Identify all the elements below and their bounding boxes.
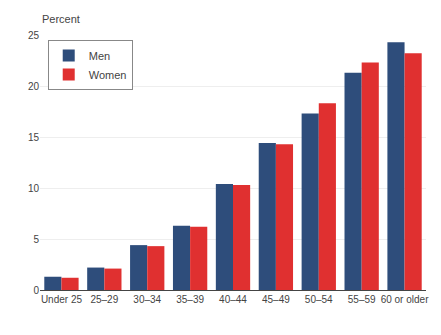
svg-text:20: 20	[28, 81, 40, 92]
svg-text:Under 25: Under 25	[41, 294, 83, 305]
svg-text:Percent: Percent	[42, 13, 80, 25]
svg-text:0: 0	[33, 285, 39, 296]
svg-text:35–39: 35–39	[176, 294, 204, 305]
svg-text:50–54: 50–54	[305, 294, 333, 305]
svg-text:25–29: 25–29	[90, 294, 118, 305]
svg-text:Men: Men	[89, 50, 110, 62]
svg-text:45–49: 45–49	[262, 294, 290, 305]
svg-text:40–44: 40–44	[219, 294, 247, 305]
svg-text:15: 15	[28, 132, 40, 143]
svg-text:30–34: 30–34	[133, 294, 161, 305]
svg-text:Women: Women	[89, 69, 127, 81]
svg-text:25: 25	[28, 30, 40, 41]
svg-text:55–59: 55–59	[348, 294, 376, 305]
svg-text:60 or older: 60 or older	[381, 294, 429, 305]
svg-text:10: 10	[28, 183, 40, 194]
svg-text:5: 5	[33, 234, 39, 245]
